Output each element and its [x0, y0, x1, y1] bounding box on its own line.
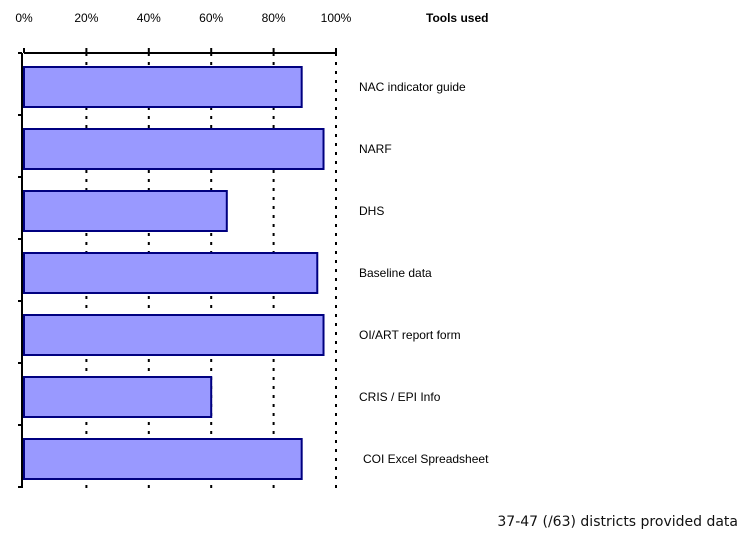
category-label: COI Excel Spreadsheet — [363, 452, 489, 466]
category-labels: NAC indicator guide NARF DHS Baseline data O… — [359, 80, 489, 466]
bar — [23, 66, 303, 108]
bar-chart: Tools used 0% 20% 40% 60% 80% 100% NAC indica… — [15, 11, 489, 488]
x-tick-label: 20% — [74, 11, 98, 25]
x-tick-label: 100% — [321, 11, 352, 25]
x-tick-label: 60% — [199, 11, 223, 25]
data-source-note: 37-47 (/63) districts provided data — [497, 514, 738, 530]
chart-title: Tools used — [426, 11, 488, 25]
category-label: DHS — [359, 204, 384, 218]
bar — [23, 376, 213, 418]
x-tick-label: 40% — [137, 11, 161, 25]
x-tick-label: 0% — [15, 11, 33, 25]
x-axis-ticks: 0% 20% 40% 60% 80% 100% — [15, 11, 351, 25]
category-label: NARF — [359, 142, 392, 156]
bar — [23, 190, 228, 232]
bars — [23, 66, 325, 480]
category-label: Baseline data — [359, 266, 432, 280]
bar — [23, 128, 325, 170]
bar — [23, 438, 303, 480]
x-tick-label: 80% — [262, 11, 286, 25]
axes — [18, 48, 337, 488]
category-label: CRIS / EPI Info — [359, 390, 441, 404]
category-label: OI/ART report form — [359, 328, 461, 342]
bar — [23, 252, 319, 294]
category-label: NAC indicator guide — [359, 80, 466, 94]
bar — [23, 314, 325, 356]
